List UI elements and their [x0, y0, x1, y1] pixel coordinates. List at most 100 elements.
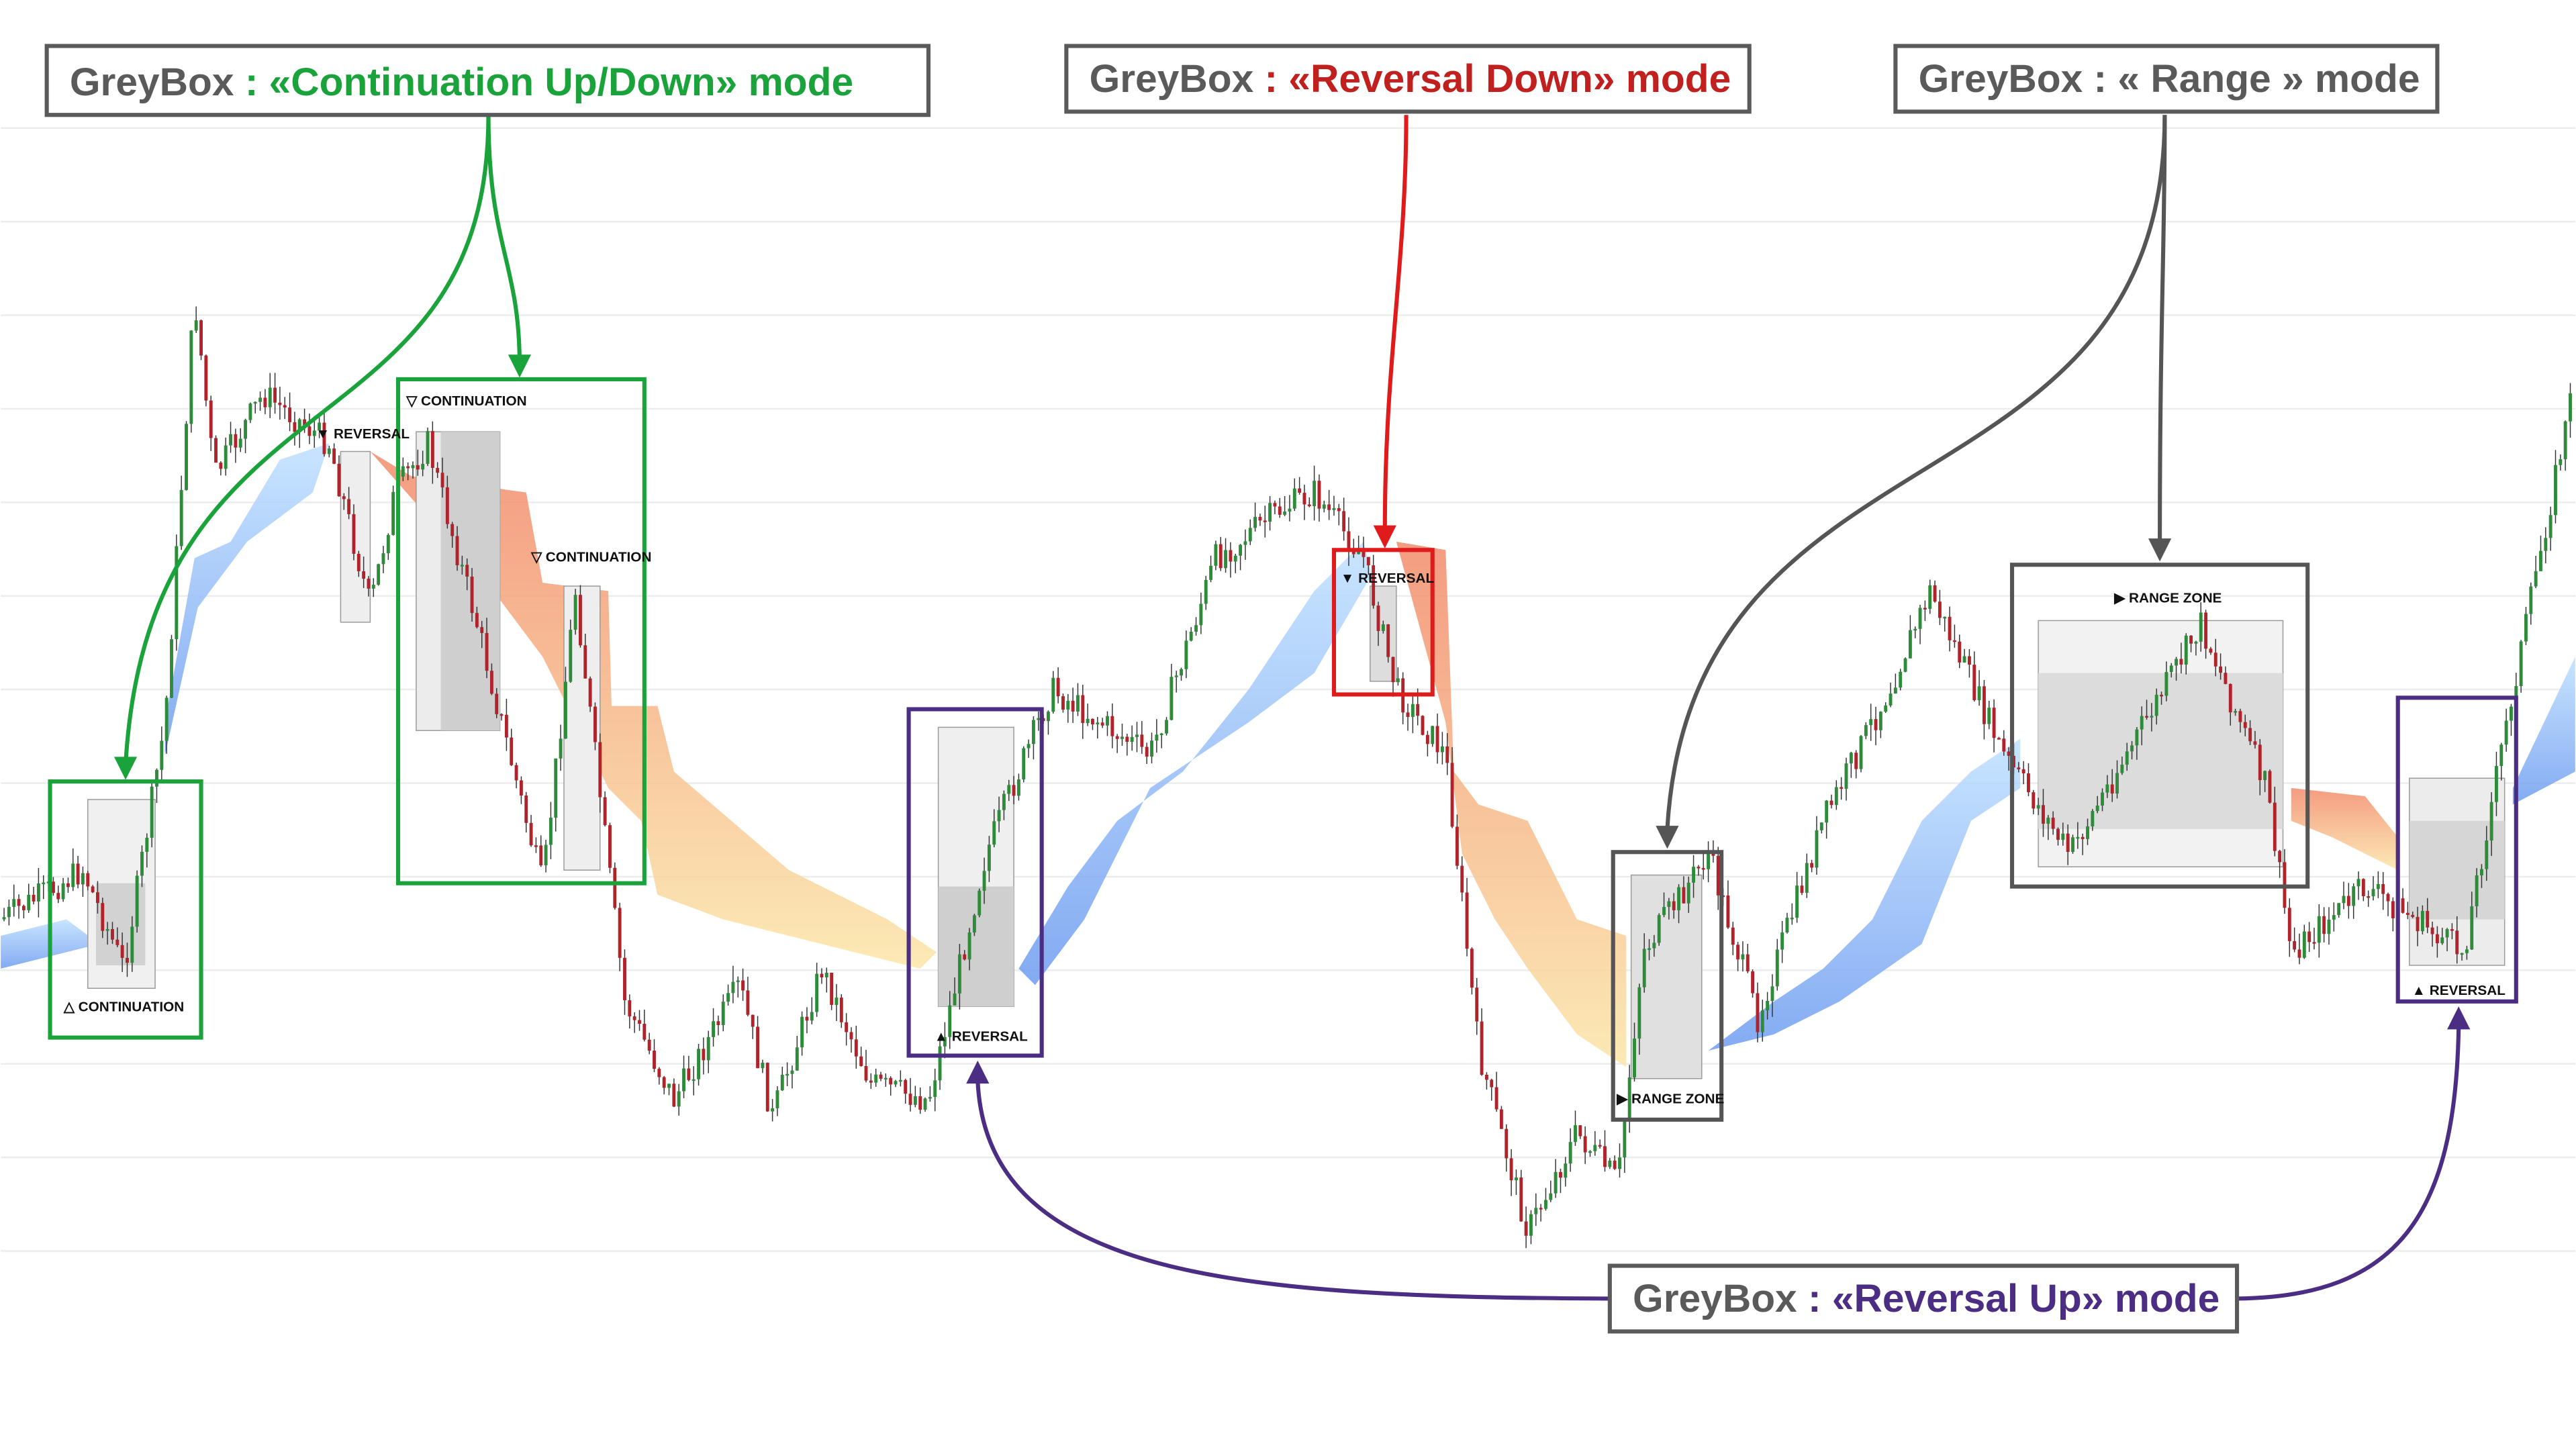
candle-body: [1697, 867, 1701, 869]
zone-box: [1611, 850, 1724, 1122]
candle-body: [1854, 753, 1858, 769]
candle-body: [367, 579, 371, 589]
candle-body: [987, 844, 991, 871]
candle-body: [1598, 1145, 1602, 1147]
candle-body: [1751, 971, 1755, 994]
candle-body: [1549, 1193, 1553, 1200]
candle-body: [1258, 516, 1262, 521]
callout-box: [44, 44, 931, 117]
candle-body: [1150, 740, 1153, 757]
candle-body: [1657, 915, 1661, 943]
zone-box: [48, 779, 203, 1040]
candle-body: [2479, 869, 2483, 876]
candle-body: [1878, 712, 1882, 730]
candle-body: [1214, 544, 1218, 566]
candle-body: [2460, 953, 2464, 955]
candle-body: [278, 402, 282, 405]
candle-body: [2539, 550, 2542, 571]
candle-body: [795, 1047, 799, 1071]
candle-body: [2485, 840, 2489, 869]
candle-body: [160, 740, 164, 770]
candle-body: [426, 431, 430, 464]
candle-body: [2563, 421, 2567, 460]
candle-body: [2352, 886, 2356, 906]
candle-body: [2110, 784, 2114, 794]
candle-body: [401, 466, 405, 477]
candle-body: [1445, 746, 1449, 763]
candle-body: [2455, 930, 2459, 955]
candle-body: [2470, 906, 2474, 950]
candle-body: [460, 565, 464, 567]
candle-body: [1106, 716, 1109, 726]
candle-body: [234, 434, 238, 448]
candle-body: [598, 742, 602, 798]
candle-body: [1637, 987, 1641, 1039]
down-band: [1396, 542, 1627, 1067]
candle-body: [2405, 912, 2410, 915]
candle-body: [1273, 503, 1277, 507]
candle-body: [874, 1074, 878, 1083]
candle-body: [1091, 718, 1094, 725]
candle-body: [2346, 896, 2350, 906]
candle-body: [1505, 1128, 1509, 1159]
candle-body: [608, 825, 612, 868]
candle-body: [1726, 895, 1730, 928]
candle-body: [830, 972, 834, 1005]
candle-body: [1450, 763, 1454, 827]
candle-body: [1115, 736, 1119, 739]
zone-label: ▼ REVERSAL: [1341, 571, 1435, 586]
candle-body: [2544, 538, 2548, 551]
candle-body: [790, 1070, 794, 1074]
candle-body: [2371, 889, 2375, 897]
candle-body: [2534, 571, 2538, 587]
candle-body: [716, 1021, 720, 1025]
candle-body: [1130, 736, 1134, 742]
candle-body: [1608, 1160, 1612, 1167]
candle-body: [489, 671, 493, 694]
candle-body: [741, 980, 745, 991]
candle-body: [170, 639, 173, 698]
candle-body: [1908, 630, 1912, 659]
candle-body: [179, 489, 183, 546]
candle-body: [761, 1063, 765, 1069]
candle-body: [1519, 1177, 1523, 1222]
candle-body: [1125, 736, 1129, 742]
candle-body: [2504, 720, 2508, 745]
candle-body: [362, 571, 366, 579]
candle-body: [751, 1014, 755, 1027]
candle-body: [805, 1016, 809, 1021]
candle-body: [879, 1074, 883, 1079]
candle-body: [2426, 910, 2430, 928]
zone-box: [2009, 563, 2310, 889]
candle-body: [465, 565, 469, 577]
candle-body: [322, 422, 326, 454]
callout-box: [1064, 44, 1752, 114]
candle-body: [332, 448, 336, 464]
candle-body: [677, 1091, 681, 1107]
candle-body: [923, 1098, 927, 1110]
candle-body: [2017, 767, 2021, 769]
candle-body: [765, 1063, 769, 1112]
candle-body: [2293, 940, 2297, 950]
candle-body: [135, 875, 139, 927]
candle-body: [12, 899, 16, 907]
arrowhead: [2447, 1006, 2471, 1030]
callout-text: GreyBox : «Continuation Up/Down» mode: [70, 60, 853, 104]
candle-body: [1583, 1136, 1587, 1153]
arrowhead: [1373, 525, 1396, 548]
candle-body: [126, 957, 129, 963]
candle-body: [1544, 1200, 1547, 1209]
candle-body: [706, 1036, 710, 1061]
candle-body: [2243, 722, 2247, 728]
candle-body: [613, 867, 617, 908]
candle-body: [2430, 927, 2434, 934]
candle-body: [1889, 693, 1893, 706]
callout-text: GreyBox : « Range » mode: [1919, 57, 2420, 101]
candle-body: [2495, 766, 2498, 802]
candle-body: [1081, 695, 1085, 724]
candle-body: [2194, 641, 2198, 644]
callout: GreyBox : « Range » mode: [1893, 44, 2440, 114]
candle-body: [2091, 811, 2095, 826]
candle-body: [1056, 677, 1060, 697]
candle-body: [288, 407, 292, 422]
